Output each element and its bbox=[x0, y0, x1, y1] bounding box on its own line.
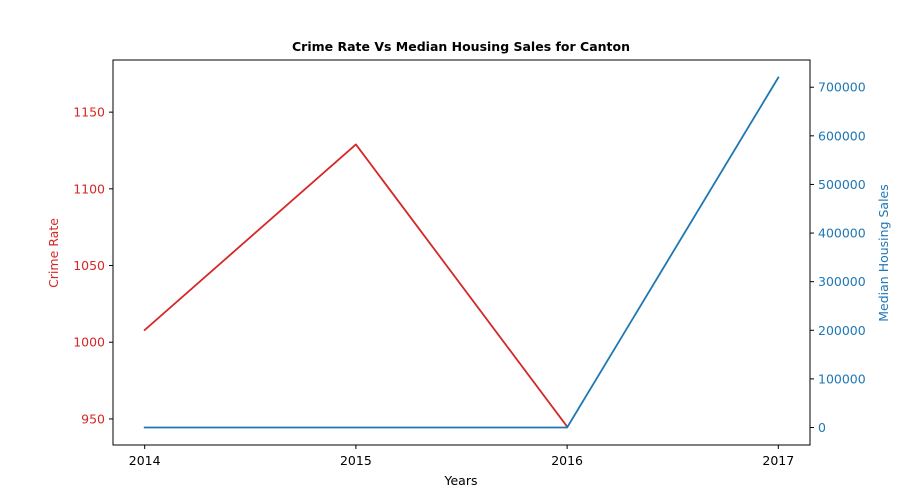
right-y-tick-label: 700000 bbox=[818, 80, 866, 95]
left-y-tick-label: 1000 bbox=[73, 335, 105, 350]
right-y-tick-label: 200000 bbox=[818, 323, 866, 338]
x-axis-label: Years bbox=[444, 473, 478, 488]
x-tick-label: 2016 bbox=[551, 453, 583, 468]
x-tick-label: 2015 bbox=[340, 453, 372, 468]
left-y-tick-label: 1100 bbox=[73, 181, 105, 196]
right-y-tick-label: 500000 bbox=[818, 177, 866, 192]
housing-sales-line bbox=[143, 76, 780, 429]
plot-area: 2014 2015 2016 2017 950 1000 1050 1100 1150 0 1000… bbox=[73, 59, 866, 468]
left-y-axis-label: Crime Rate bbox=[46, 218, 61, 288]
right-y-tick-label: 300000 bbox=[818, 274, 866, 289]
x-tick-label: 2017 bbox=[762, 453, 794, 468]
right-y-tick-label: 0 bbox=[818, 420, 826, 435]
right-y-tick-label: 600000 bbox=[818, 128, 866, 143]
right-y-axis-label: Median Housing Sales bbox=[876, 184, 891, 322]
chart-title: Crime Rate Vs Median Housing Sales for C… bbox=[292, 39, 630, 54]
plot-frame bbox=[112, 59, 811, 446]
right-y-tick-label: 100000 bbox=[818, 371, 866, 386]
left-y-tick-label: 1150 bbox=[73, 105, 105, 120]
crime-rate-line bbox=[143, 143, 569, 428]
left-y-tick-label: 950 bbox=[81, 411, 105, 426]
left-y-tick-label: 1050 bbox=[73, 258, 105, 273]
right-y-tick-label: 400000 bbox=[818, 226, 866, 241]
x-tick-label: 2014 bbox=[129, 453, 161, 468]
